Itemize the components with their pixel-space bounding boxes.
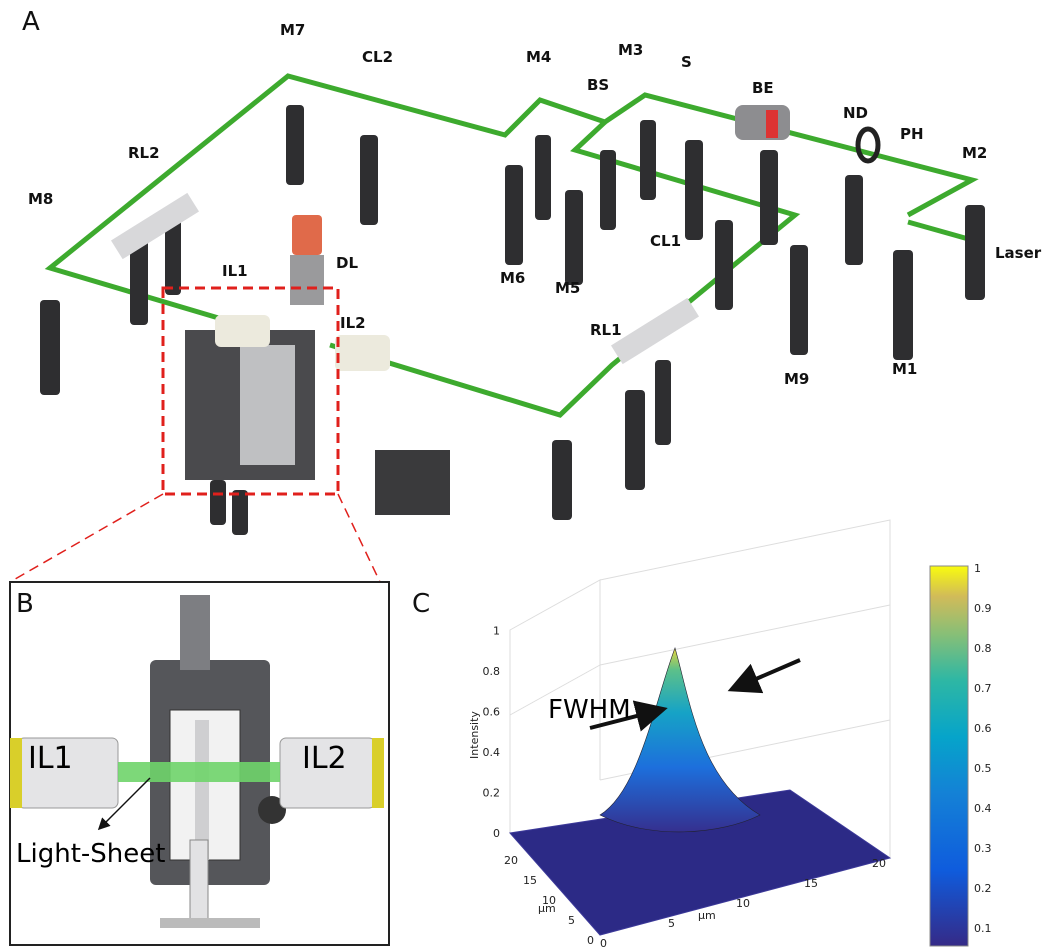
panel-letter: C xyxy=(412,589,430,619)
label: BE xyxy=(752,79,774,97)
colorbar-tick-label: 0.4 xyxy=(974,802,992,815)
label: CL2 xyxy=(362,48,393,66)
label: PH xyxy=(900,125,924,143)
label: RL1 xyxy=(590,321,622,339)
z-tick-label: 0.8 xyxy=(483,665,501,678)
colorbar-tick-label: 0.5 xyxy=(974,762,992,775)
z-tick-label: 0.4 xyxy=(483,746,501,759)
figure: A M7 CL2 M4 M3 S BS BE ND PH M2 RL2 M8 I… xyxy=(0,0,1044,951)
x-tick-label: 15 xyxy=(804,877,818,890)
z-tick-label: 0.6 xyxy=(483,706,501,719)
x-tick-label: 5 xyxy=(668,917,675,930)
z-tick-label: 0 xyxy=(493,827,500,840)
label: M5 xyxy=(555,279,580,297)
colorbar-tick-label: 0.2 xyxy=(974,882,992,895)
colorbar-tick-label: 0.8 xyxy=(974,642,992,655)
label: RL2 xyxy=(128,144,160,162)
label: M9 xyxy=(784,370,809,388)
label: M2 xyxy=(962,144,987,162)
annotation: FWHM xyxy=(548,695,631,725)
label: Laser xyxy=(995,244,1042,262)
label: M4 xyxy=(526,48,551,66)
label: IL2 xyxy=(302,741,347,776)
label: M7 xyxy=(280,21,305,39)
x-tick-label: 10 xyxy=(736,897,750,910)
label: M3 xyxy=(618,41,643,59)
label: M6 xyxy=(500,269,525,287)
panel-letter: B xyxy=(16,589,34,619)
label: IL1 xyxy=(222,262,248,280)
y-tick-label: 5 xyxy=(568,914,575,927)
colorbar-tick-label: 1 xyxy=(974,562,981,575)
plot-3d xyxy=(510,520,890,935)
colorbar-tick-label: 0.1 xyxy=(974,922,992,935)
colorbar xyxy=(930,566,968,946)
y-tick-label: 10 xyxy=(542,894,556,907)
label: IL2 xyxy=(340,314,366,332)
colorbar-tick-label: 0.7 xyxy=(974,682,992,695)
label: ND xyxy=(843,104,868,122)
colorbar-tick-label: 0.6 xyxy=(974,722,992,735)
colorbar-tick-label: 0.3 xyxy=(974,842,992,855)
label: CL1 xyxy=(650,232,681,250)
colorbar-tick-label: 0.9 xyxy=(974,602,992,615)
label: M8 xyxy=(28,190,53,208)
x-tick-label: 0 xyxy=(600,937,607,950)
z-tick-label: 1 xyxy=(493,625,500,638)
label: Light-Sheet xyxy=(16,839,165,869)
optical-posts xyxy=(40,105,985,535)
y-tick-label: 15 xyxy=(523,874,537,887)
axis-unit: μm xyxy=(698,909,716,922)
y-tick-label: 0 xyxy=(587,934,594,947)
panel-letter: A xyxy=(22,7,40,37)
label: S xyxy=(681,53,692,71)
x-tick-label: 20 xyxy=(872,857,886,870)
label: M1 xyxy=(892,360,917,378)
axis-label: Intensity xyxy=(468,711,481,759)
label: IL1 xyxy=(28,741,73,776)
z-tick-label: 0.2 xyxy=(483,787,501,800)
label: BS xyxy=(587,76,609,94)
y-tick-label: 20 xyxy=(504,854,518,867)
label: DL xyxy=(336,254,358,272)
